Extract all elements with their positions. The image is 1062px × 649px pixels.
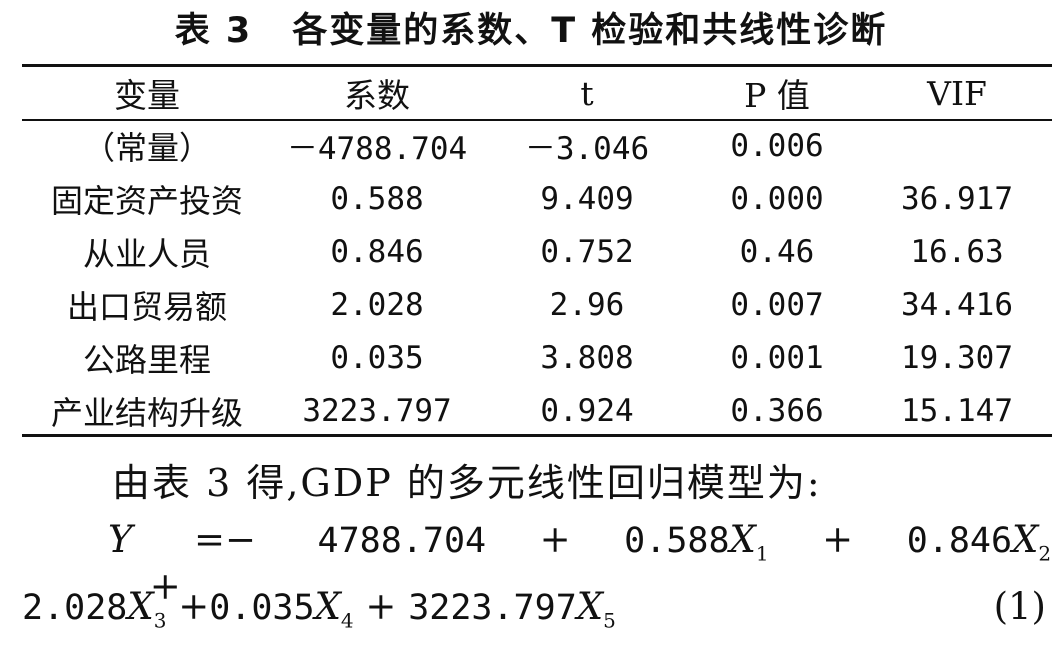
table-header-row: 变量 系数 t P 值 VIF xyxy=(22,67,1052,119)
eq-x3: X3 xyxy=(127,585,167,633)
table-row: 固定资产投资 0.588 9.409 0.000 36.917 xyxy=(22,172,1052,225)
eq-coef-5: 3223.797 xyxy=(408,588,577,628)
header-rule xyxy=(22,119,1052,121)
table-title: 表 3 各变量的系数、T 检验和共线性诊断 xyxy=(0,2,1062,53)
eq-plus: + xyxy=(822,518,854,561)
cell-variable: 从业人员 xyxy=(82,234,211,273)
model-intro-text: 由表 3 得,GDP 的多元线性回归模型为: xyxy=(112,461,822,505)
cell-t: 0.924 xyxy=(540,392,634,429)
eq-coef-2: 0.846 xyxy=(906,521,1013,561)
cell-t: 2.96 xyxy=(549,286,625,323)
cell-t: 3.808 xyxy=(540,339,634,376)
cell-variable: 固定资产投资 xyxy=(50,181,243,220)
cell-coefficient: －4788.704 xyxy=(286,131,468,167)
header-vif: VIF xyxy=(927,73,987,113)
cell-variable: （常量） xyxy=(82,128,211,167)
header-p-value: P 值 xyxy=(744,76,810,115)
cell-vif xyxy=(862,119,1052,172)
cell-p-value: 0.007 xyxy=(730,286,824,323)
header-variable: 变量 xyxy=(114,76,180,115)
cell-p-value: 0.006 xyxy=(730,127,824,164)
eq-plus: + xyxy=(149,565,181,609)
cell-p-value: 0.000 xyxy=(730,180,824,217)
cell-coefficient: 3223.797 xyxy=(302,392,452,429)
cell-variable: 出口贸易额 xyxy=(66,287,227,326)
table-row: （常量） －4788.704 －3.046 0.006 xyxy=(22,119,1052,172)
header-t: t xyxy=(580,73,594,113)
header-coefficient: 系数 xyxy=(344,76,410,115)
eq-plus: + xyxy=(178,585,210,628)
cell-coefficient: 0.846 xyxy=(330,233,424,270)
table-row: 产业结构升级 3223.797 0.924 0.366 15.147 xyxy=(22,384,1052,437)
table-row: 公路里程 0.035 3.808 0.001 19.307 xyxy=(22,331,1052,384)
eq-x4: X4 xyxy=(314,585,354,633)
eq-equals-minus: =− xyxy=(193,518,256,561)
cell-p-value: 0.46 xyxy=(739,233,815,270)
top-rule xyxy=(22,64,1052,67)
regression-equation-line-1: Y =− 4788.704 + 0.588X1 + 0.846X2 + xyxy=(0,518,1062,608)
cell-p-value: 0.001 xyxy=(730,339,824,376)
eq-x2: X2 xyxy=(1012,518,1052,566)
regression-table: 变量 系数 t P 值 VIF （常量） －4788.704 －3.046 0.… xyxy=(22,67,1052,437)
cell-t: 9.409 xyxy=(540,180,634,217)
table-caption: 各变量的系数、T 检验和共线性诊断 xyxy=(292,11,888,51)
regression-equation-line-2: 2.028X3 +0.035X4 + 3223.797X5 (1) xyxy=(0,585,1062,632)
cell-coefficient: 0.035 xyxy=(330,339,424,376)
eq-y: Y xyxy=(108,518,133,561)
cell-coefficient: 2.028 xyxy=(330,286,424,323)
eq-x5: X5 xyxy=(576,585,616,633)
cell-vif: 19.307 xyxy=(901,339,1013,376)
table-row: 从业人员 0.846 0.752 0.46 16.63 xyxy=(22,225,1052,278)
cell-variable: 产业结构升级 xyxy=(50,393,243,432)
eq-plus: + xyxy=(365,585,397,628)
eq-constant: 4788.704 xyxy=(317,521,487,561)
cell-variable: 公路里程 xyxy=(82,340,211,379)
eq-coef-3: 2.028 xyxy=(22,588,128,628)
cell-vif: 36.917 xyxy=(901,180,1013,217)
cell-p-value: 0.366 xyxy=(730,392,824,429)
eq-coef-4: 0.035 xyxy=(209,588,315,628)
cell-t: 0.752 xyxy=(540,233,634,270)
equation-number: (1) xyxy=(993,585,1046,628)
eq-plus: + xyxy=(539,518,571,561)
eq-coef-1: 0.588 xyxy=(624,521,730,561)
cell-coefficient: 0.588 xyxy=(330,180,424,217)
cell-t: －3.046 xyxy=(524,131,650,167)
table-number: 表 3 xyxy=(174,11,253,51)
cell-vif: 16.63 xyxy=(910,233,1004,270)
bottom-rule xyxy=(22,434,1052,437)
cell-vif: 34.416 xyxy=(901,286,1013,323)
cell-vif: 15.147 xyxy=(901,392,1013,429)
eq-x1: X1 xyxy=(729,518,769,566)
table-row: 出口贸易额 2.028 2.96 0.007 34.416 xyxy=(22,278,1052,331)
